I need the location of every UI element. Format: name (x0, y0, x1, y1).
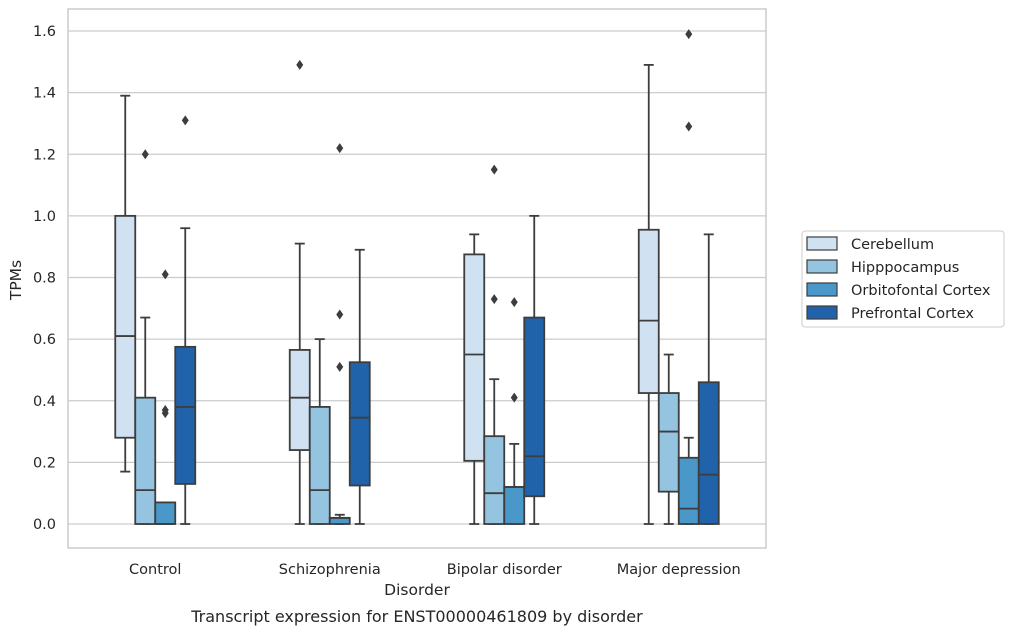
category-group (114, 94, 197, 525)
box (677, 29, 700, 525)
y-tick-label: 0.4 (33, 394, 56, 410)
category-group (637, 29, 720, 525)
box-body (174, 345, 197, 485)
y-tick-labels: 0.0 0.2 0.4 0.6 0.8 1.0 1.2 1.4 1.6 (33, 24, 56, 533)
box (697, 233, 720, 525)
box-body (677, 456, 700, 525)
outlier-point (161, 269, 169, 280)
box-body (657, 392, 680, 493)
box-body (523, 316, 546, 498)
box-body (503, 486, 526, 525)
legend-item: Cerebellum (806, 236, 934, 253)
x-axis-label: Disorder (384, 581, 450, 599)
legend-label: Orbitofontal Cortex (851, 283, 991, 299)
y-tick-label: 0.8 (33, 271, 56, 287)
box (657, 353, 680, 525)
legend-frame (801, 230, 1005, 328)
outlier-point (685, 121, 693, 132)
box-body (637, 228, 660, 394)
box-body (308, 406, 331, 525)
box (348, 248, 371, 525)
box-body (483, 435, 506, 525)
x-tick-label: Bipolar disorder (447, 562, 562, 578)
box (288, 59, 311, 525)
box (463, 233, 486, 525)
box (134, 149, 157, 525)
box-body (328, 516, 351, 525)
x-tick-label: Major depression (617, 562, 741, 578)
plot-frame (67, 8, 767, 549)
outlier-point (181, 115, 189, 126)
box (637, 63, 660, 525)
outlier-point (296, 59, 304, 70)
box-body (134, 396, 157, 525)
legend-swatch (806, 305, 838, 320)
legend-item: Orbitofontal Cortex (806, 282, 991, 299)
x-tick-label: Schizophrenia (279, 562, 381, 578)
legend-label: Cerebellum (851, 237, 934, 253)
box-body (154, 501, 177, 525)
y-tick-label: 1.0 (33, 209, 56, 225)
legend-label: Prefrontal Cortex (851, 306, 974, 322)
x-tick-label: Control (129, 562, 181, 578)
legend-label: Hipppocampus (851, 260, 959, 276)
legend-swatch (806, 236, 838, 251)
box-body (288, 349, 311, 451)
box-body (348, 361, 371, 487)
box-body (463, 253, 486, 462)
outlier-point (685, 29, 693, 40)
y-tick-label: 0.2 (33, 455, 56, 471)
outlier-point (336, 143, 344, 154)
category-group (463, 164, 546, 525)
box (154, 269, 177, 525)
box-groups (114, 29, 720, 525)
y-tick-label: 0.0 (33, 517, 56, 533)
box (174, 115, 197, 525)
legend-swatch (806, 282, 838, 297)
box (483, 164, 506, 525)
legend-item: Hipppocampus (806, 259, 959, 276)
box (114, 94, 137, 473)
box (503, 297, 526, 525)
box (328, 143, 351, 525)
outlier-point (490, 164, 498, 175)
legend-swatch (806, 259, 838, 274)
category-group (288, 59, 371, 525)
outlier-point (336, 309, 344, 320)
y-tick-label: 1.4 (33, 86, 56, 102)
chart-caption: Transcript expression for ENST0000046180… (190, 607, 643, 626)
box (523, 214, 546, 525)
outlier-point (141, 149, 149, 160)
x-tick-labels: Control Schizophrenia Bipolar disorder Majo… (129, 562, 741, 578)
y-tick-label: 1.6 (33, 24, 56, 40)
y-axis-label: TPMs (7, 260, 25, 301)
legend: Cerebellum Hipppocampus Orbitofontal Corte… (801, 230, 1005, 328)
legend-item: Prefrontal Cortex (806, 305, 974, 322)
box-body (697, 381, 720, 525)
box (308, 338, 331, 525)
outlier-point (510, 392, 518, 403)
outlier-point (161, 404, 169, 415)
box-body (114, 214, 137, 439)
y-tick-label: 1.2 (33, 147, 56, 163)
outlier-point (510, 297, 518, 308)
y-tick-label: 0.6 (33, 332, 56, 348)
outlier-point (336, 361, 344, 372)
outlier-point (490, 294, 498, 305)
